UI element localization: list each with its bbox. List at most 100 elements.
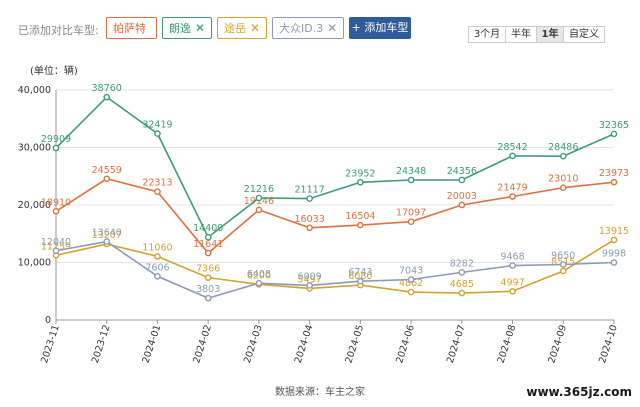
unit-label: (单位：辆) xyxy=(30,66,78,77)
data-label: 16033 xyxy=(295,214,325,225)
x-tick-label: 2024-06 xyxy=(394,324,417,365)
data-point xyxy=(103,175,111,183)
data-label: 11641 xyxy=(193,239,223,250)
data-label: 6080 xyxy=(348,271,372,282)
data-point xyxy=(255,279,263,287)
data-point xyxy=(559,184,567,191)
data-point xyxy=(154,253,161,260)
data-label: 13915 xyxy=(599,226,629,237)
data-label: 24559 xyxy=(92,165,122,176)
data-label: 20003 xyxy=(447,191,477,202)
add-model-button[interactable]: + 添加车型 xyxy=(349,17,411,39)
data-point xyxy=(357,277,364,285)
data-point xyxy=(458,269,466,276)
data-point xyxy=(509,287,516,295)
x-tick-label: 2024-02 xyxy=(191,324,214,365)
data-point xyxy=(407,176,415,184)
data-label: 9468 xyxy=(500,252,524,263)
data-point xyxy=(559,152,567,160)
data-label: 6009 xyxy=(298,271,322,282)
x-tick-label: 2024-01 xyxy=(141,324,164,365)
data-point xyxy=(204,233,212,241)
y-tick-label: 0 xyxy=(45,315,51,326)
data-point xyxy=(610,130,618,138)
range-button-3[interactable]: 自定义 xyxy=(563,26,605,43)
data-label: 6743 xyxy=(348,267,372,278)
data-point xyxy=(204,274,212,281)
close-icon[interactable]: ✕ xyxy=(250,21,261,35)
data-point xyxy=(509,152,516,160)
data-point xyxy=(103,238,111,245)
data-label: 12040 xyxy=(41,237,71,248)
data-label: 6408 xyxy=(247,269,271,280)
x-tick-label: 2024-05 xyxy=(343,324,366,365)
x-tick-label: 2024-03 xyxy=(242,324,265,365)
data-label: 23010 xyxy=(548,174,578,185)
data-source-label: 数据来源：车主之家 xyxy=(275,387,365,398)
data-point xyxy=(407,276,415,283)
data-label: 21479 xyxy=(497,182,527,193)
data-point xyxy=(407,218,415,225)
data-label: 28542 xyxy=(497,142,527,153)
data-point xyxy=(306,195,313,202)
data-label: 11259 xyxy=(41,241,71,252)
close-icon[interactable]: ✕ xyxy=(195,21,206,35)
model-chip-1[interactable]: 朗逸 ✕ xyxy=(162,17,213,39)
data-label: 5497 xyxy=(298,274,322,285)
model-chip-0[interactable]: 帕萨特 xyxy=(106,17,157,39)
data-label: 38760 xyxy=(92,83,122,94)
data-label: 9998 xyxy=(602,249,626,260)
data-label: 3803 xyxy=(196,284,220,295)
data-label: 17097 xyxy=(396,208,426,219)
model-chip-label: 途岳 xyxy=(224,22,246,35)
data-label: 21216 xyxy=(244,184,274,195)
data-label: 28486 xyxy=(548,142,578,153)
x-tick-label: 2024-10 xyxy=(597,324,620,365)
data-label: 14400 xyxy=(193,223,223,234)
data-point xyxy=(407,288,415,296)
x-tick-label: 2024-04 xyxy=(293,324,316,365)
data-point xyxy=(509,193,516,200)
series-line-3 xyxy=(55,240,615,299)
data-label: 24348 xyxy=(396,166,426,177)
x-tick-label: 2023-12 xyxy=(90,324,113,365)
data-point xyxy=(458,176,466,184)
data-point xyxy=(306,224,313,232)
model-chip-3[interactable]: 大众ID.3 ✕ xyxy=(272,17,345,39)
x-tick-label: 2024-08 xyxy=(496,324,519,365)
data-point xyxy=(306,282,313,289)
y-tick-label: 10,000 xyxy=(18,258,51,269)
top-bar: 已添加对比车型: 帕萨特 朗逸 ✕ 途岳 ✕ 大众ID.3 ✕ + 添加车型 3个月 半年 1年… xyxy=(0,0,640,46)
data-label: 4685 xyxy=(450,279,474,290)
model-chip-label: 朗逸 xyxy=(169,22,191,35)
data-label: 32365 xyxy=(599,120,629,131)
data-point xyxy=(559,267,567,275)
y-tick-label: 20,000 xyxy=(18,200,51,211)
data-label: 22313 xyxy=(142,178,172,189)
close-icon[interactable]: ✕ xyxy=(327,21,338,35)
data-label: 23973 xyxy=(599,168,629,179)
x-tick-label: 2024-07 xyxy=(445,324,468,365)
data-label: 18910 xyxy=(41,197,71,208)
data-label: 6200 xyxy=(247,270,271,281)
data-point xyxy=(103,93,111,101)
added-models-label: 已添加对比车型: xyxy=(18,24,99,37)
data-point xyxy=(52,207,60,215)
model-chip-2[interactable]: 途岳 ✕ xyxy=(217,17,268,39)
data-label: 13207 xyxy=(92,230,122,241)
data-label: 32419 xyxy=(142,120,172,131)
data-label: 23952 xyxy=(345,168,375,179)
data-point xyxy=(458,201,466,209)
data-label: 7366 xyxy=(196,264,220,275)
data-point xyxy=(255,206,263,214)
site-watermark: www.365jz.com xyxy=(526,385,632,399)
data-point xyxy=(458,289,466,297)
data-point xyxy=(154,188,161,196)
data-label: 11060 xyxy=(142,242,172,253)
data-point xyxy=(357,221,364,229)
data-label: 4862 xyxy=(399,278,423,289)
y-tick-label: 40,000 xyxy=(18,85,51,96)
y-tick-label: 30,000 xyxy=(18,143,51,154)
data-label: 7043 xyxy=(399,266,423,277)
